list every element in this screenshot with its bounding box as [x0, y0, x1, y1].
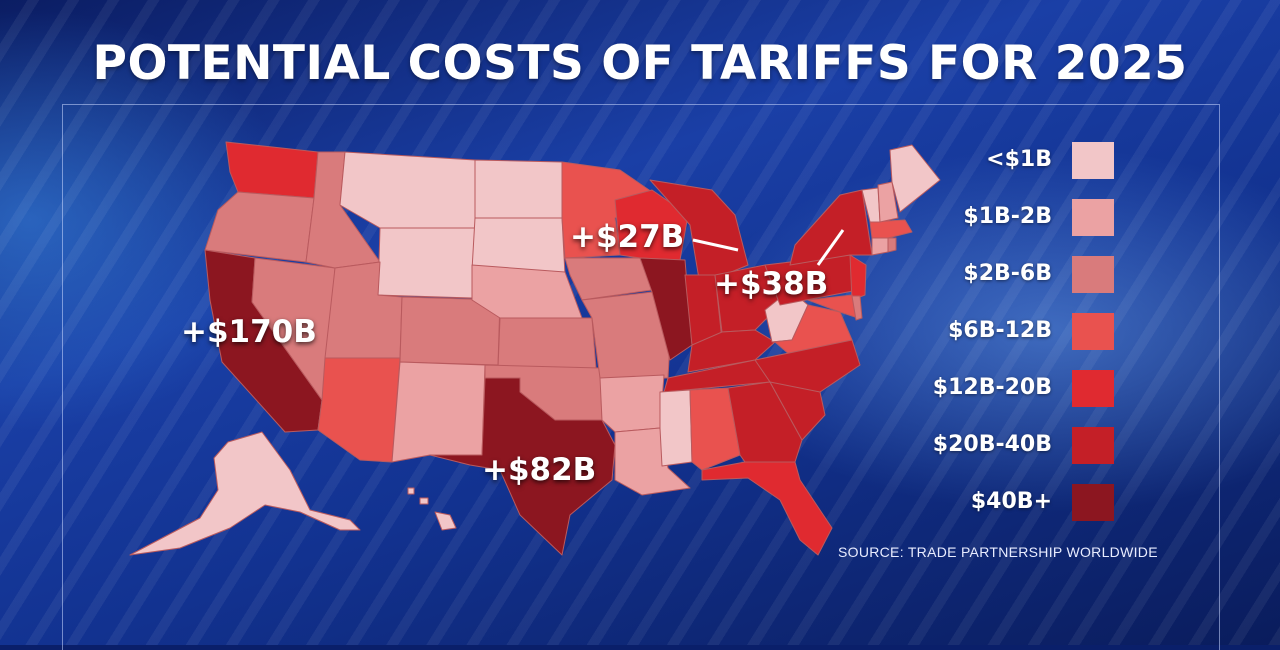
new-york-callout: +$38B: [714, 266, 829, 302]
legend-item: $12B-20B: [900, 370, 1120, 408]
legend-label: <$1B: [986, 147, 1052, 172]
legend-item: $6B-12B: [900, 313, 1120, 351]
state-delaware: [851, 295, 863, 321]
state-mississippi: [659, 389, 693, 467]
state-maine: [889, 144, 941, 213]
content-frame: [62, 104, 1220, 650]
state-alabama: [689, 387, 741, 471]
legend-label: $40B+: [970, 489, 1052, 514]
state-new-york: [789, 189, 873, 266]
state-michigan: [649, 179, 749, 286]
legend-swatch: [1072, 142, 1114, 179]
legend-swatch: [1072, 313, 1114, 350]
state-north-dakota: [474, 159, 563, 219]
state-illinois: [639, 257, 693, 361]
legend-item: <$1B: [900, 142, 1120, 180]
texas-callout: +$82B: [482, 452, 597, 488]
state-alaska: [129, 431, 361, 556]
legend-label: $2B-6B: [963, 261, 1052, 286]
state-connecticut: [871, 237, 889, 256]
state-new-mexico: [391, 361, 486, 463]
state-iowa: [564, 257, 653, 301]
state-south-carolina: [769, 381, 826, 441]
state-kansas: [497, 317, 597, 369]
legend-label: $12B-20B: [932, 375, 1052, 400]
page-title: POTENTIAL COSTS OF TARIFFS FOR 2025: [92, 36, 1188, 91]
legend-item: $1B-2B: [900, 199, 1120, 237]
state-arizona: [317, 357, 401, 463]
state-minnesota: [561, 161, 653, 259]
state-florida: [701, 461, 833, 556]
state-oregon: [204, 191, 315, 263]
state-new-jersey: [849, 254, 867, 301]
legend-item: $20B-40B: [900, 427, 1120, 465]
state-wyoming: [377, 227, 476, 299]
legend-item: $40B+: [900, 484, 1120, 522]
state-hawaii-islet-2: [419, 497, 429, 505]
state-montana: [339, 151, 476, 229]
source-note: SOURCE: TRADE PARTNERSHIP WORLDWIDE: [838, 544, 1158, 560]
legend-swatch: [1072, 370, 1114, 407]
state-arkansas: [599, 374, 665, 433]
legend-swatch: [1072, 427, 1114, 464]
state-hawaii: [434, 511, 457, 531]
legend-swatch: [1072, 256, 1114, 293]
michigan-callout-line: [692, 238, 739, 252]
legend-item: $2B-6B: [900, 256, 1120, 294]
california-callout: +$170B: [181, 314, 317, 350]
new-york-callout-line: [816, 229, 845, 266]
legend-swatch: [1072, 199, 1114, 236]
state-texas: [429, 377, 616, 556]
state-hawaii-islet-1: [407, 487, 415, 495]
state-rhode-island: [887, 237, 897, 253]
michigan-callout: +$27B: [570, 219, 685, 255]
state-washington: [225, 141, 319, 199]
legend-swatch: [1072, 484, 1114, 521]
state-nebraska: [471, 264, 583, 319]
legend-label: $1B-2B: [963, 204, 1052, 229]
legend-label: $6B-12B: [948, 318, 1052, 343]
state-virginia: [771, 304, 853, 356]
state-massachusetts: [869, 219, 913, 239]
legend-label: $20B-40B: [932, 432, 1052, 457]
state-new-hampshire: [877, 181, 899, 223]
